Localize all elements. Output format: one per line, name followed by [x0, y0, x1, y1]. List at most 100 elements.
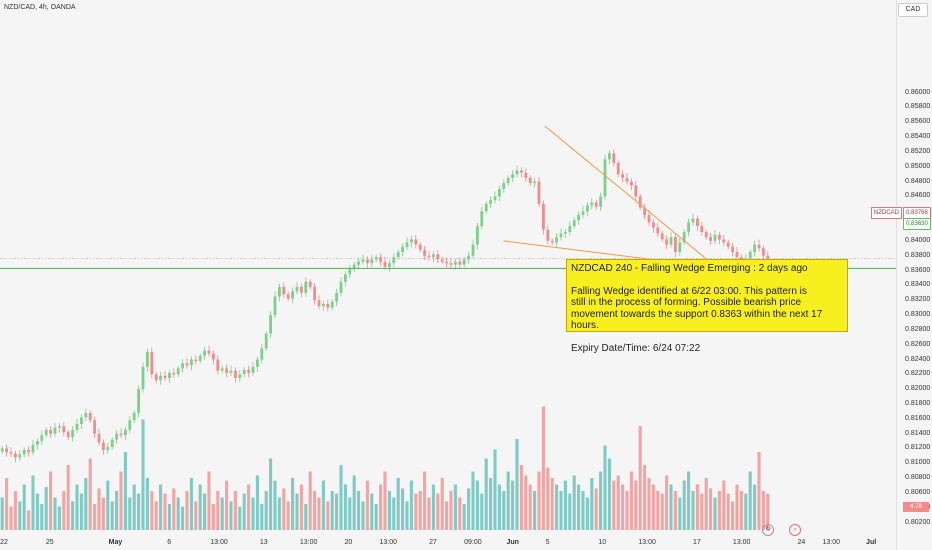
price-tick-label: 0.81200 [905, 444, 931, 452]
volume-bar [295, 493, 299, 530]
price-tick-label: 0.82200 [905, 370, 931, 378]
time-tick-label: 24 [797, 539, 806, 546]
time-tick-label: 10 [598, 539, 607, 546]
volume-bar [79, 493, 83, 530]
candle-body [308, 281, 312, 287]
volume-bar [423, 471, 427, 530]
annotation-expiry: Expiry Date/Time: 6/24 07:22 [571, 342, 701, 354]
volume-bar [379, 484, 383, 530]
candle-body [84, 412, 88, 418]
volume-bar [555, 484, 559, 530]
time-tick-label: 13:00 [210, 539, 228, 546]
volume-bar [242, 493, 246, 530]
time-tick-label: 13 [259, 539, 268, 546]
time-tick-label: 09:00 [464, 539, 482, 546]
candle-body [436, 254, 440, 260]
candle-body [643, 207, 647, 215]
candle-body [141, 366, 145, 390]
candle-body [291, 291, 295, 299]
candle-body [119, 433, 123, 436]
volume-bar [308, 471, 312, 530]
candle-body [629, 181, 633, 186]
candle-body [691, 218, 695, 223]
volume-bar [137, 493, 141, 530]
candle-body [524, 172, 528, 178]
candle-body [467, 255, 471, 260]
candle-body [321, 303, 325, 307]
candle-body [49, 429, 53, 434]
candle-body [687, 222, 691, 233]
volume-bar [607, 458, 611, 530]
candle-body [489, 200, 493, 204]
currency-button[interactable]: CAD [898, 3, 928, 17]
candle-body [480, 211, 484, 227]
candle-body [577, 214, 581, 221]
volume-bar [13, 491, 17, 530]
candle-body [282, 286, 286, 295]
candle-body [607, 153, 611, 160]
candle-body [638, 196, 642, 208]
volume-bar [511, 480, 515, 530]
time-tick-label: 27 [429, 539, 437, 546]
candle-body [634, 185, 638, 197]
candle-body [431, 254, 435, 258]
volume-bar [0, 497, 4, 530]
candle-body [506, 177, 510, 184]
volume-bar [489, 478, 493, 530]
candle-body [753, 244, 757, 253]
replay-icon[interactable]: ↻ [762, 524, 774, 536]
volume-bar [647, 478, 651, 530]
candle-body [673, 237, 677, 253]
time-tick-label: 13:00 [379, 539, 398, 546]
candle-body [189, 359, 193, 366]
candle-body [13, 453, 17, 458]
candle-body [88, 412, 92, 421]
candle-body [71, 429, 75, 438]
volume-bar [673, 491, 677, 530]
candle-body [304, 281, 308, 293]
candle-body [396, 252, 400, 258]
volume-bar [401, 488, 405, 530]
volume-bar [119, 471, 123, 530]
candle-body [427, 255, 431, 258]
volume-bar [374, 504, 378, 530]
price-tick-label: 0.82000 [905, 385, 931, 393]
candle-body [176, 368, 180, 375]
volume-bar [154, 501, 158, 530]
candle-body [453, 261, 457, 265]
volume-bar [317, 497, 321, 530]
volume-bar [150, 491, 154, 530]
candle-body [449, 263, 453, 265]
goto-realtime-icon[interactable]: » [789, 524, 801, 536]
candle-body [101, 442, 105, 450]
candle-body [717, 234, 721, 240]
volume-bar [238, 506, 242, 530]
price-tick-label: 0.81400 [905, 429, 931, 437]
candle-body [75, 424, 79, 430]
volume-bar [467, 488, 471, 530]
volume-bar [436, 493, 440, 530]
volume-bar [537, 471, 541, 530]
volume-bar [44, 487, 48, 530]
candle-body [682, 232, 686, 243]
candle-body [559, 233, 563, 238]
price-tick-label: 0.81600 [905, 414, 931, 422]
volume-bar [471, 471, 475, 530]
volume-bar [181, 506, 185, 530]
volume-bar [739, 491, 743, 530]
volume-bar [88, 458, 92, 530]
candle-body [541, 203, 545, 230]
volume-bar [453, 484, 457, 530]
price-tick-label: 0.85800 [905, 103, 931, 111]
price-axis[interactable] [896, 0, 932, 550]
price-tick-label: 0.80600 [905, 488, 931, 496]
time-tick-label: 6 [167, 539, 172, 546]
candle-body [546, 229, 550, 241]
candle-body [678, 242, 682, 253]
candle-body [405, 242, 409, 247]
volume-bar [348, 497, 352, 530]
candle-body [238, 374, 242, 379]
time-tick-label: 22 [0, 539, 8, 546]
volume-bar [159, 484, 163, 530]
